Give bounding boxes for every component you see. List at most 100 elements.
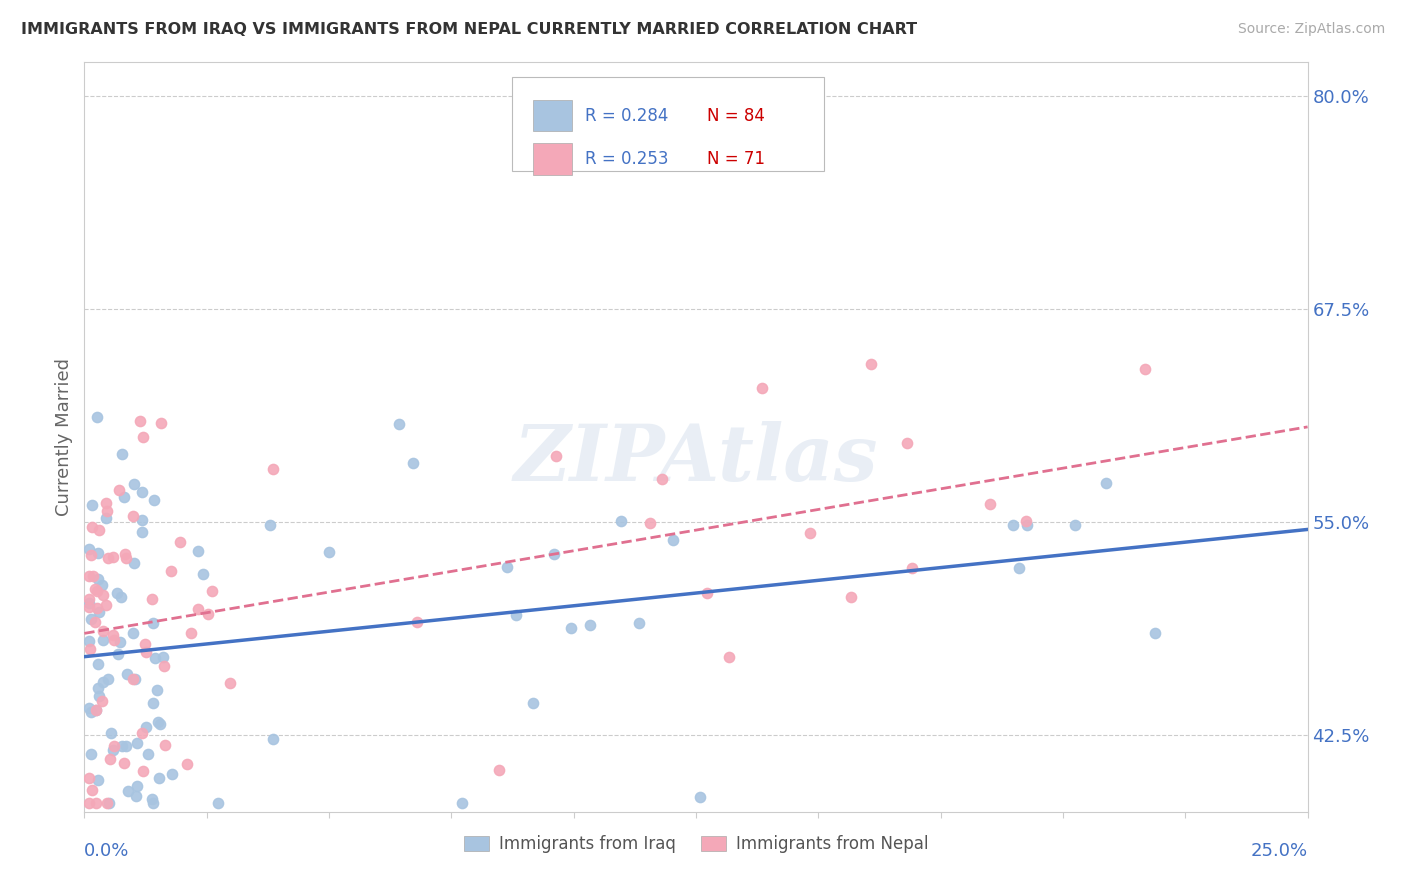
Point [522, 696, 544, 710]
Point [651, 472, 673, 486]
Point [84, 796, 107, 810]
Point [86, 546, 108, 560]
Point [150, 416, 173, 430]
Point [87, 773, 110, 788]
Point [1007, 561, 1029, 575]
Point [1001, 517, 1024, 532]
Point [176, 757, 198, 772]
Point [141, 592, 163, 607]
Point [100, 726, 122, 740]
Point [98, 796, 121, 810]
Point [77, 591, 100, 606]
Point [149, 717, 172, 731]
Point [115, 739, 138, 753]
Point [83, 615, 105, 629]
Point [87, 681, 110, 695]
Point [207, 796, 229, 810]
Point [488, 763, 510, 777]
Point [91, 694, 114, 708]
Point [896, 435, 918, 450]
Point [1143, 625, 1166, 640]
Point [87, 605, 110, 619]
Point [77, 597, 100, 611]
Point [187, 544, 209, 558]
Point [110, 590, 132, 604]
Point [610, 514, 633, 528]
Point [1014, 514, 1036, 528]
Point [103, 628, 125, 642]
Point [450, 796, 472, 810]
Point [901, 561, 924, 575]
Point [262, 461, 284, 475]
Point [87, 657, 110, 671]
Point [718, 650, 741, 665]
Text: IMMIGRANTS FROM IRAQ VS IMMIGRANTS FROM NEPAL CURRENTLY MARRIED CORRELATION CHAR: IMMIGRANTS FROM IRAQ VS IMMIGRANTS FROM … [21, 22, 917, 37]
Point [159, 564, 181, 578]
Point [96, 504, 118, 518]
Point [77, 569, 100, 583]
Point [87, 572, 110, 586]
Point [146, 682, 169, 697]
Point [77, 542, 100, 557]
FancyBboxPatch shape [533, 100, 572, 131]
Point [146, 714, 169, 729]
Point [689, 790, 711, 805]
Point [1064, 517, 1087, 532]
Y-axis label: Currently Married: Currently Married [55, 358, 73, 516]
Point [91, 624, 114, 639]
Point [128, 414, 150, 428]
Point [152, 649, 174, 664]
Point [141, 791, 163, 805]
Point [114, 547, 136, 561]
Point [80, 706, 103, 720]
Point [124, 673, 146, 687]
Point [262, 732, 284, 747]
Point [259, 518, 281, 533]
Point [91, 633, 114, 648]
Point [82, 498, 104, 512]
Point [405, 615, 427, 629]
Point [96, 796, 118, 810]
FancyBboxPatch shape [533, 144, 572, 175]
FancyBboxPatch shape [513, 78, 824, 171]
Point [117, 784, 139, 798]
Point [94, 511, 117, 525]
Point [546, 449, 568, 463]
Point [201, 583, 224, 598]
Point [111, 447, 134, 461]
Point [135, 645, 157, 659]
Point [187, 602, 209, 616]
Point [122, 477, 145, 491]
Point [136, 747, 159, 761]
Point [91, 588, 114, 602]
Point [77, 599, 100, 614]
Point [84, 703, 107, 717]
Point [101, 743, 124, 757]
Point [142, 796, 165, 810]
Point [135, 720, 157, 734]
Point [77, 796, 100, 810]
Point [125, 736, 148, 750]
Text: Source: ZipAtlas.com: Source: ZipAtlas.com [1237, 22, 1385, 37]
Point [153, 659, 176, 673]
Legend: Immigrants from Iraq, Immigrants from Nepal: Immigrants from Iraq, Immigrants from Ne… [457, 829, 935, 860]
Point [84, 703, 107, 717]
Point [543, 547, 565, 561]
Point [77, 771, 100, 785]
Point [94, 598, 117, 612]
Point [82, 569, 104, 583]
Point [131, 726, 153, 740]
Point [105, 586, 128, 600]
Point [97, 672, 120, 686]
Point [77, 633, 100, 648]
Point [839, 590, 862, 604]
Point [96, 496, 118, 510]
Point [578, 618, 600, 632]
Point [131, 512, 153, 526]
Point [495, 559, 517, 574]
Point [388, 417, 411, 431]
Point [80, 520, 103, 534]
Point [91, 674, 114, 689]
Point [180, 626, 202, 640]
Point [122, 625, 145, 640]
